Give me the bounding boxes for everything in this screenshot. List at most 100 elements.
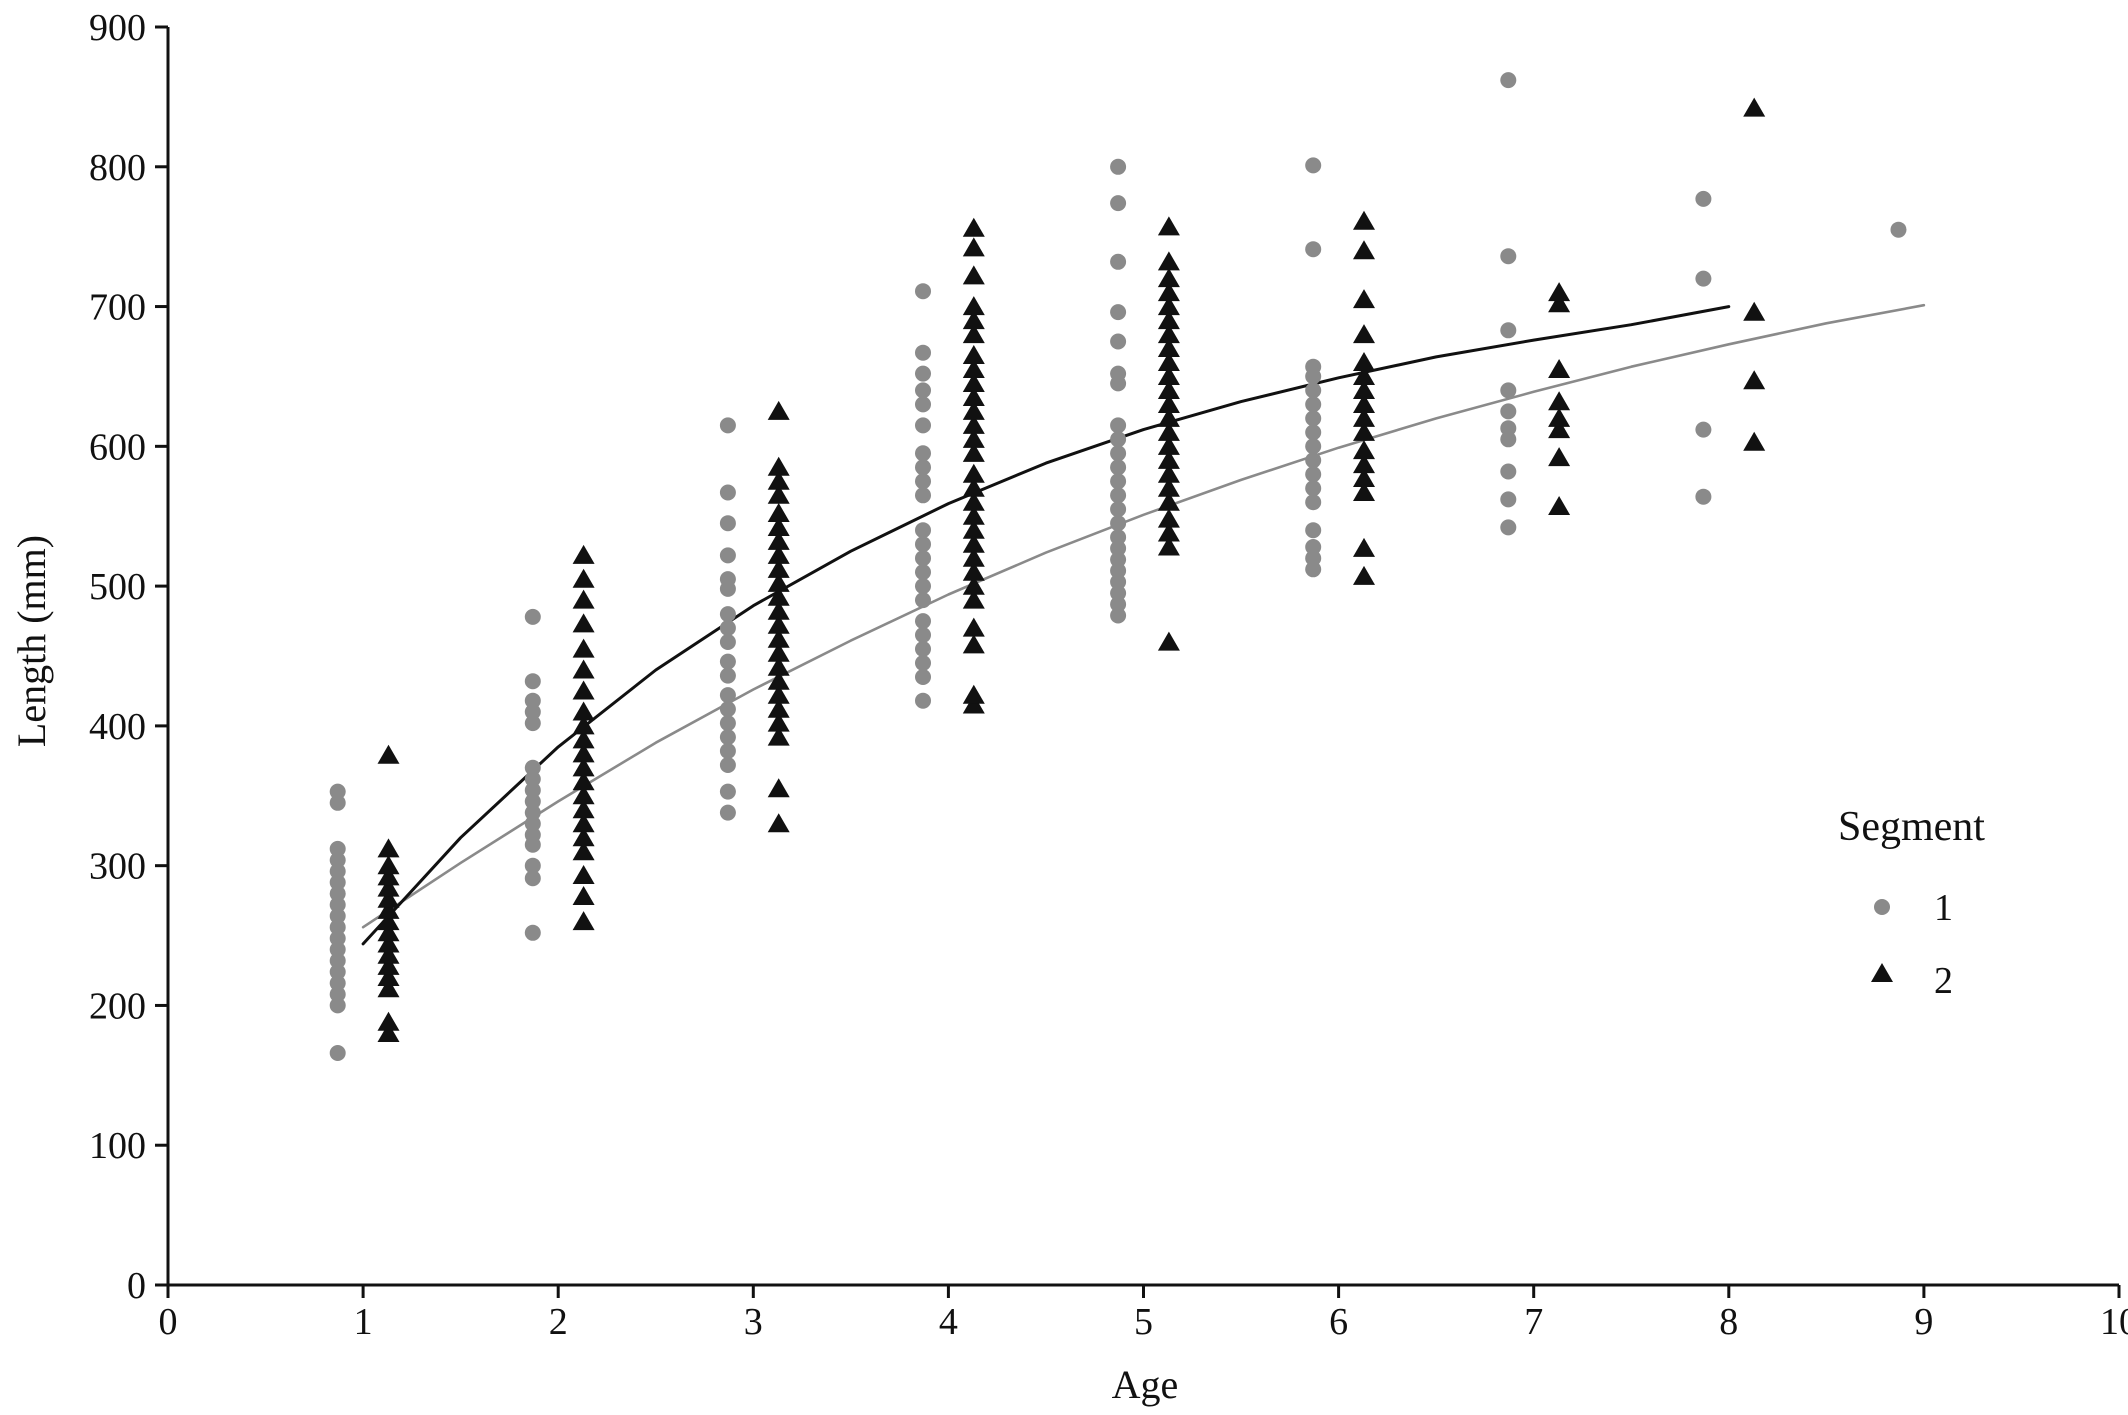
data-point-series-1 [1110, 540, 1127, 557]
fit-curve-series-1 [361, 303, 1926, 929]
data-point-series-1 [329, 908, 346, 924]
data-point-series-2 [1157, 631, 1180, 651]
data-point-series-2 [1157, 380, 1180, 399]
data-point-series-2 [767, 517, 790, 536]
data-point-series-2 [572, 544, 595, 564]
data-point-series-2 [1157, 508, 1180, 528]
data-point-series-2 [1353, 468, 1375, 487]
data-point-series-2 [572, 785, 595, 805]
data-point-series-1 [915, 365, 931, 382]
data-point-series-2 [377, 955, 400, 975]
data-point-series-2 [377, 744, 400, 764]
data-point-series-2 [962, 561, 985, 581]
data-point-series-2 [1743, 431, 1766, 451]
data-point-series-2 [767, 586, 790, 606]
data-point-series-1 [915, 578, 931, 595]
data-point-series-2 [1548, 359, 1571, 378]
data-point-series-1 [719, 729, 736, 746]
data-point-series-1 [1695, 488, 1712, 505]
data-point-series-2 [1548, 391, 1571, 411]
data-point-series-1 [915, 473, 931, 490]
data-point-series-2 [767, 503, 790, 522]
x-tick-label: 6 [1329, 1301, 1348, 1343]
data-point-series-1 [719, 743, 736, 759]
data-point-series-1 [329, 963, 346, 980]
data-point-series-2 [377, 866, 400, 886]
data-point-series-2 [1353, 289, 1375, 309]
data-point-series-2 [1353, 324, 1375, 344]
data-point-series-1 [915, 592, 931, 609]
data-point-series-1 [719, 783, 736, 800]
data-point-series-2 [572, 729, 595, 749]
data-point-series-2 [1157, 491, 1180, 511]
data-point-series-1 [1500, 403, 1517, 420]
data-point-series-2 [1548, 282, 1571, 302]
data-point-series-1 [1305, 452, 1322, 469]
data-point-series-1 [329, 874, 346, 891]
data-point-series-1 [1110, 596, 1127, 613]
data-point-series-2 [962, 684, 985, 704]
data-point-series-2 [1548, 293, 1571, 313]
data-point-series-2 [1157, 310, 1180, 330]
data-point-series-1 [1500, 463, 1517, 480]
data-point-series-2 [962, 237, 985, 257]
data-point-series-1 [329, 986, 346, 1003]
legend-label-series-1: 1 [1934, 887, 1953, 929]
x-tick-label: 9 [1914, 1301, 1933, 1343]
data-point-series-1 [915, 445, 931, 462]
data-point-series-2 [767, 456, 790, 476]
data-point-series-1 [719, 687, 736, 704]
data-point-series-1 [1110, 459, 1127, 476]
data-point-series-1 [1110, 445, 1127, 462]
data-point-series-1 [329, 896, 346, 913]
fitted-curves [361, 303, 1926, 946]
data-point-series-1 [1110, 487, 1127, 504]
data-point-series-2 [962, 519, 985, 539]
data-point-series-1 [1110, 562, 1127, 579]
data-point-series-2 [572, 757, 595, 777]
data-point-series-1 [719, 634, 736, 650]
data-point-series-1 [1305, 539, 1322, 555]
data-point-series-1 [1695, 270, 1712, 287]
data-point-series-1 [719, 667, 736, 684]
data-point-series-2 [962, 373, 985, 392]
data-point-series-1 [915, 382, 931, 399]
data-point-series-2 [767, 656, 790, 676]
data-point-series-1 [915, 459, 931, 476]
data-point-series-1 [1305, 480, 1322, 497]
data-points [329, 72, 1907, 1061]
data-point-series-2 [962, 296, 985, 316]
data-point-series-2 [377, 944, 400, 964]
data-point-series-1 [1890, 221, 1907, 238]
data-point-series-1 [1500, 491, 1517, 508]
data-point-series-1 [719, 571, 736, 588]
data-point-series-1 [1500, 382, 1517, 399]
data-point-series-1 [1110, 253, 1127, 270]
data-point-series-1 [1305, 358, 1322, 375]
data-point-series-1 [329, 863, 346, 880]
data-point-series-2 [767, 813, 790, 833]
data-point-series-1 [1110, 501, 1127, 518]
data-point-series-1 [1110, 158, 1127, 175]
data-point-series-1 [524, 692, 541, 709]
data-point-series-1 [719, 804, 736, 821]
data-point-series-1 [719, 515, 736, 532]
data-point-series-1 [524, 815, 541, 832]
data-point-series-1 [1305, 466, 1322, 483]
data-point-series-1 [1500, 248, 1517, 265]
data-point-series-2 [767, 530, 790, 550]
data-point-series-2 [1157, 296, 1180, 316]
data-point-series-2 [572, 813, 595, 833]
legend: Segment 1 2 [1838, 804, 1985, 1002]
data-point-series-1 [915, 396, 931, 413]
data-point-series-1 [915, 655, 931, 671]
data-point-series-2 [767, 572, 790, 592]
data-point-series-2 [1353, 482, 1375, 501]
data-point-series-1 [719, 606, 736, 623]
data-point-series-1 [915, 283, 931, 300]
data-point-series-2 [572, 771, 595, 791]
data-point-series-2 [962, 463, 985, 483]
data-point-series-2 [572, 680, 595, 700]
data-point-series-2 [962, 617, 985, 637]
data-point-series-2 [962, 477, 985, 497]
